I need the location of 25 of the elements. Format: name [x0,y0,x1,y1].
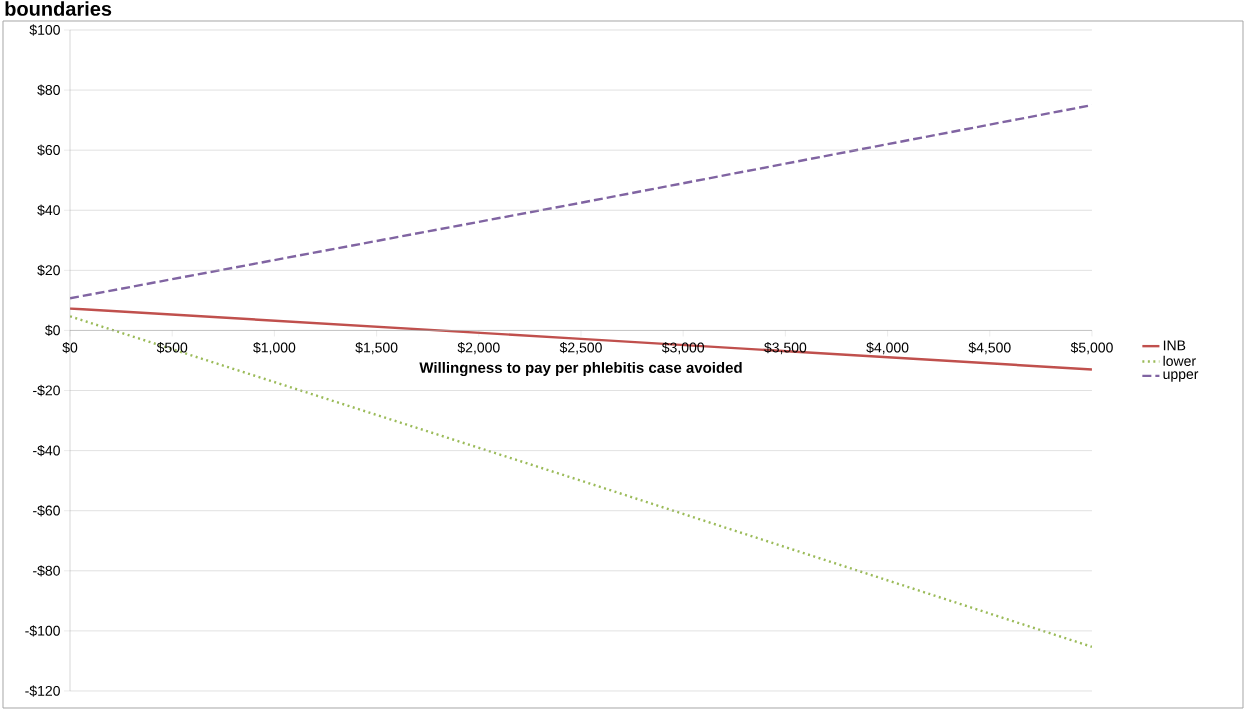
chart-title: boundaries [5,1,112,16]
x-tick-label: $0 [62,341,78,354]
legend-label: upper [1163,371,1199,382]
y-tick-label: -$40 [33,444,60,457]
y-tick-label: $20 [37,264,60,277]
x-tick-label: $2,000 [457,341,500,355]
y-tick-label: $40 [37,204,60,216]
y-tick-label: $60 [37,144,60,156]
x-tick-label: $4,500 [968,341,1011,355]
x-axis-title: Willingness to pay per phlebitis case avoided [419,361,742,377]
y-tick-label: -$100 [25,625,60,637]
x-tick-label: $1,500 [355,341,398,355]
y-tick-label: -$60 [33,505,60,517]
y-tick-label: -$120 [25,685,60,697]
x-tick-label: $5,000 [1070,341,1113,355]
y-tick-label: $100 [29,24,60,36]
y-tick-label: -$20 [33,384,60,397]
y-tick-label: $0 [45,324,60,337]
x-tick-label: $4,000 [866,341,909,355]
legend-label: INB [1163,340,1186,351]
y-tick-label: -$80 [33,565,60,577]
y-tick-label: $80 [37,84,60,96]
x-tick-label: $2,500 [559,341,602,355]
legend-label: lower [1163,355,1196,366]
x-tick-label: $1,000 [253,341,296,355]
